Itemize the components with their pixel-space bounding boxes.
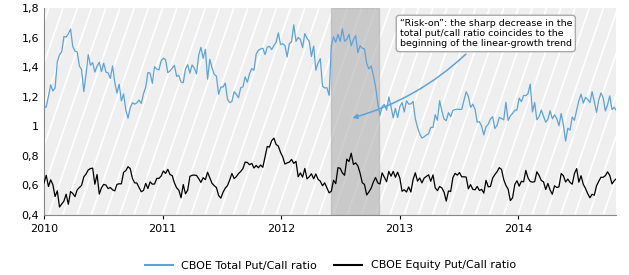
Bar: [44, 8, 616, 214]
CBOE Total Put/Call ratio: [591, 100, 598, 103]
Line: CBOE Total Put/Call ratio: CBOE Total Put/Call ratio: [44, 25, 616, 141]
CBOE Equity Put/Call ratio: [40, 182, 48, 185]
CBOE Total Put/Call ratio: [281, 44, 289, 47]
CBOE Total Put/Call ratio: [613, 109, 620, 112]
Text: “Risk-on”: the sharp decrease in the
total put/call ratio coincides to the
begin: “Risk-on”: the sharp decrease in the tot…: [354, 19, 572, 118]
Bar: [331, 8, 379, 214]
CBOE Total Put/Call ratio: [290, 23, 298, 26]
CBOE Total Put/Call ratio: [122, 108, 130, 112]
CBOE Equity Put/Call ratio: [283, 161, 291, 164]
CBOE Equity Put/Call ratio: [613, 177, 620, 180]
CBOE Equity Put/Call ratio: [111, 189, 118, 192]
CBOE Equity Put/Call ratio: [286, 161, 293, 164]
CBOE Equity Put/Call ratio: [506, 199, 514, 202]
CBOE Total Put/Call ratio: [562, 139, 569, 143]
CBOE Total Put/Call ratio: [109, 64, 116, 68]
CBOE Equity Put/Call ratio: [591, 194, 598, 197]
CBOE Total Put/Call ratio: [40, 106, 48, 110]
CBOE Equity Put/Call ratio: [270, 136, 277, 140]
Legend: CBOE Total Put/Call ratio, CBOE Equity Put/Call ratio: CBOE Total Put/Call ratio, CBOE Equity P…: [140, 256, 520, 275]
CBOE Total Put/Call ratio: [279, 42, 286, 45]
CBOE Equity Put/Call ratio: [125, 165, 132, 168]
CBOE Total Put/Call ratio: [504, 119, 512, 122]
CBOE Equity Put/Call ratio: [56, 205, 64, 209]
Line: CBOE Equity Put/Call ratio: CBOE Equity Put/Call ratio: [44, 138, 616, 207]
